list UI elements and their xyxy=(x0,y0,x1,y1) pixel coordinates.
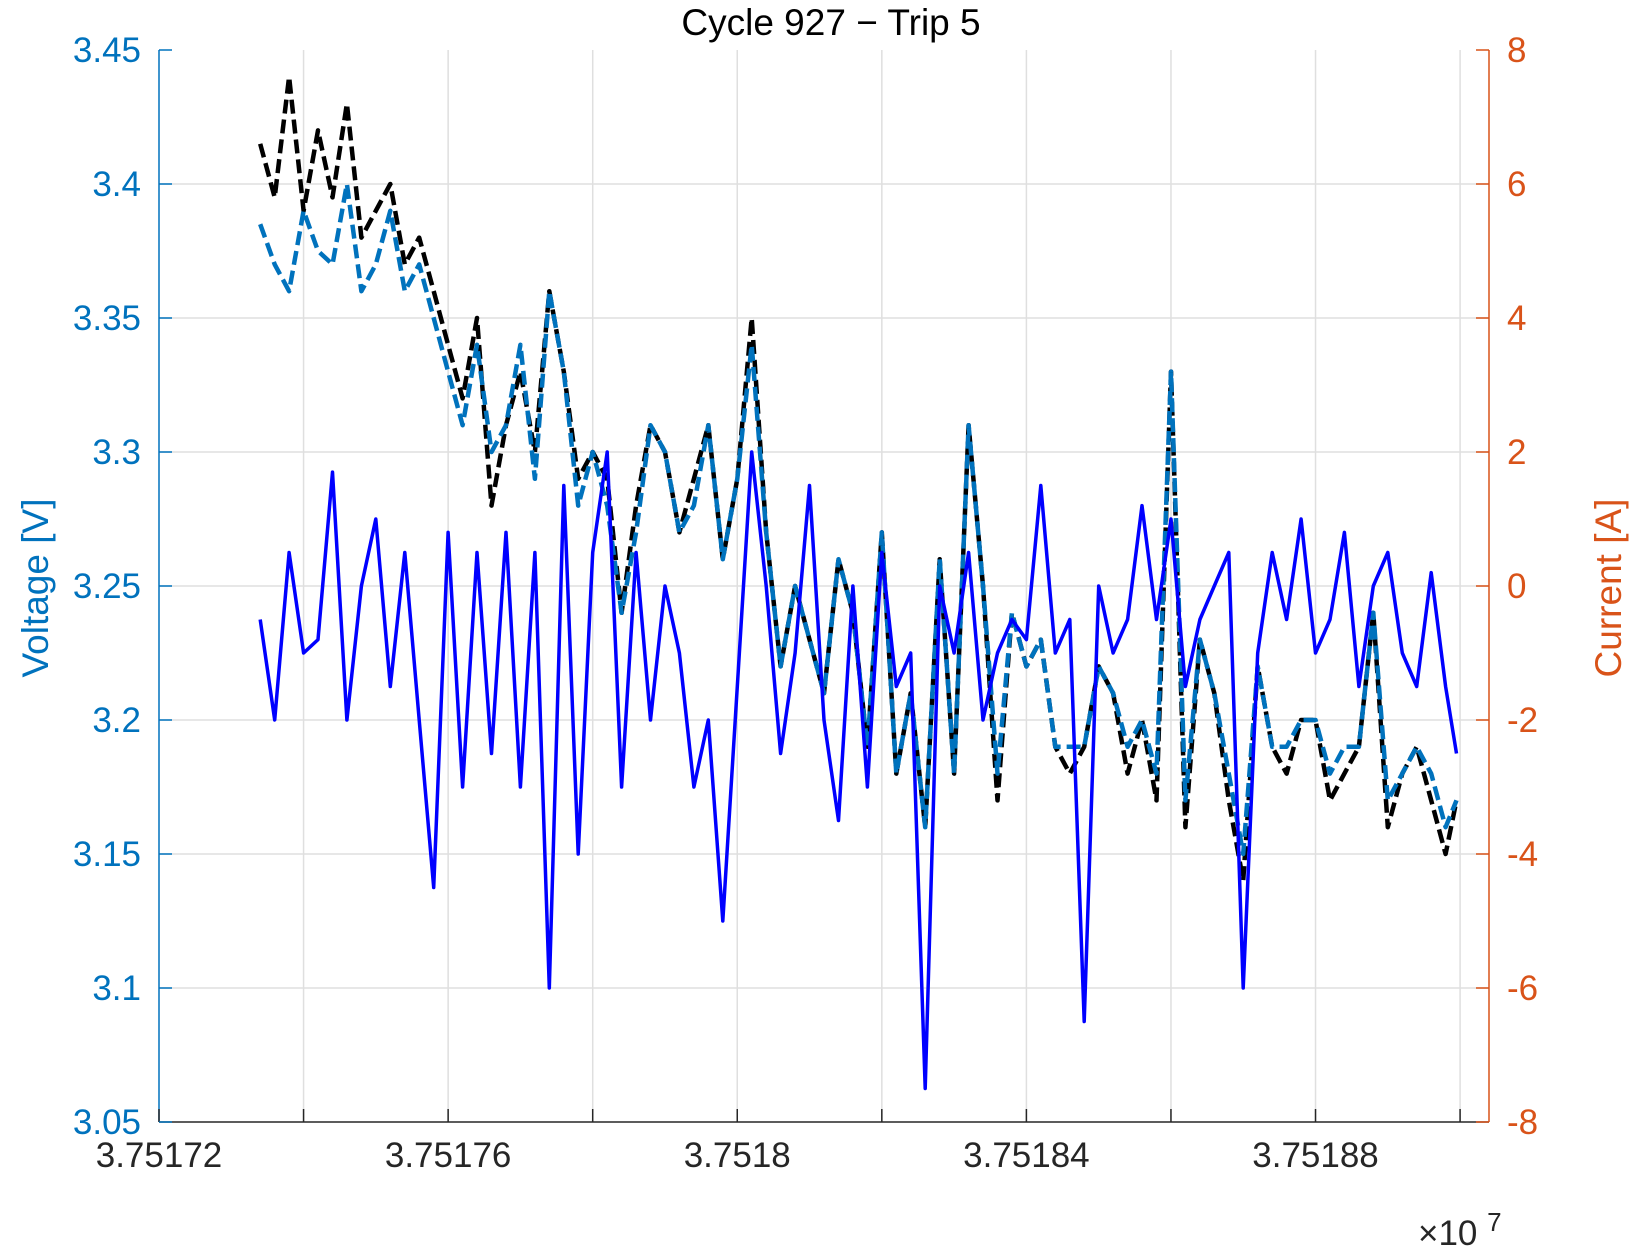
y-right-tick-label: -4 xyxy=(1507,835,1538,874)
tick-labels: 3.75172 3.75176 3.7518 3.75184 3.75188 3.05 3.… xyxy=(73,31,1538,1175)
y-left-tick-label: 3.35 xyxy=(73,299,141,338)
x-tick-label: 3.75176 xyxy=(385,1136,512,1175)
y-left-tick-label: 3.1 xyxy=(92,969,141,1008)
x-axis-exponent-base: ×10 xyxy=(1418,1214,1477,1251)
y-right-tick-label: 6 xyxy=(1507,165,1526,204)
y-left-tick-label: 3.05 xyxy=(73,1103,141,1142)
y-left-tick-label: 3.25 xyxy=(73,567,141,606)
x-tick-label: 3.7518 xyxy=(684,1136,791,1175)
y-left-tick-label: 3.45 xyxy=(73,31,141,70)
chart-title: Cycle 927 − Trip 5 xyxy=(681,2,980,43)
x-axis-exponent: ×10 7 xyxy=(1418,1207,1502,1251)
y-right-tick-label: -2 xyxy=(1507,701,1538,740)
y-left-tick-label: 3.2 xyxy=(92,701,141,740)
y-axis-left-label: Voltage [V] xyxy=(15,499,56,678)
y-right-tick-label: 8 xyxy=(1507,31,1526,70)
x-tick-label: 3.75172 xyxy=(96,1136,223,1175)
x-axis-exponent-power: 7 xyxy=(1487,1207,1501,1237)
y-left-tick-label: 3.15 xyxy=(73,835,141,874)
y-right-tick-label: 2 xyxy=(1507,433,1526,472)
y-axis-right-label: Current [A] xyxy=(1588,499,1629,678)
series-line-3 xyxy=(258,450,1459,1091)
y-right-tick-label: -8 xyxy=(1507,1103,1538,1142)
y-left-tick-label: 3.4 xyxy=(92,165,141,204)
y-right-tick-label: 0 xyxy=(1507,567,1526,606)
series-layer xyxy=(258,74,1459,1091)
grid xyxy=(159,50,1489,1122)
y-right-tick-label: -6 xyxy=(1507,969,1538,1008)
y-right-tick-label: 4 xyxy=(1507,299,1526,338)
x-tick-label: 3.75188 xyxy=(1252,1136,1379,1175)
x-tick-label: 3.75184 xyxy=(963,1136,1090,1175)
axes xyxy=(158,49,1490,1123)
y-left-tick-label: 3.3 xyxy=(92,433,141,472)
